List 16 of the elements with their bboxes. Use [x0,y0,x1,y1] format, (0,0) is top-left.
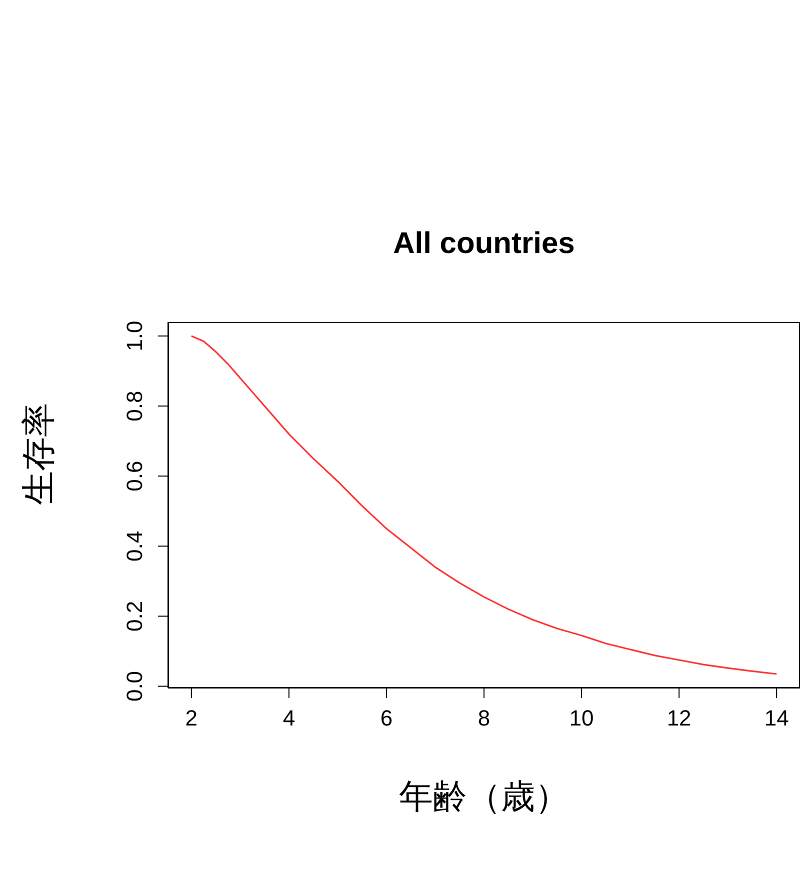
x-axis-title: 年齢（歳） [399,778,569,816]
x-tick-label: 4 [282,706,296,731]
x-tick-label: 2 [185,706,198,731]
y-tick-label: 0.2 [122,600,147,632]
y-tick-label: 0.8 [122,390,147,422]
y-tick-label: 0.4 [122,530,147,562]
y-tick-label: 1.0 [122,320,147,352]
y-tick-label: 0.0 [122,670,147,702]
x-tick-label: 10 [569,706,594,731]
y-tick-label: 0.6 [122,460,147,492]
x-tick-label: 8 [478,706,490,731]
chart-title: All countries [392,226,576,262]
x-tick-label: 14 [764,706,789,731]
y-axis-title: 生存率 [20,403,58,505]
x-tick-label: 12 [666,706,692,731]
x-tick-label: 6 [380,706,393,731]
